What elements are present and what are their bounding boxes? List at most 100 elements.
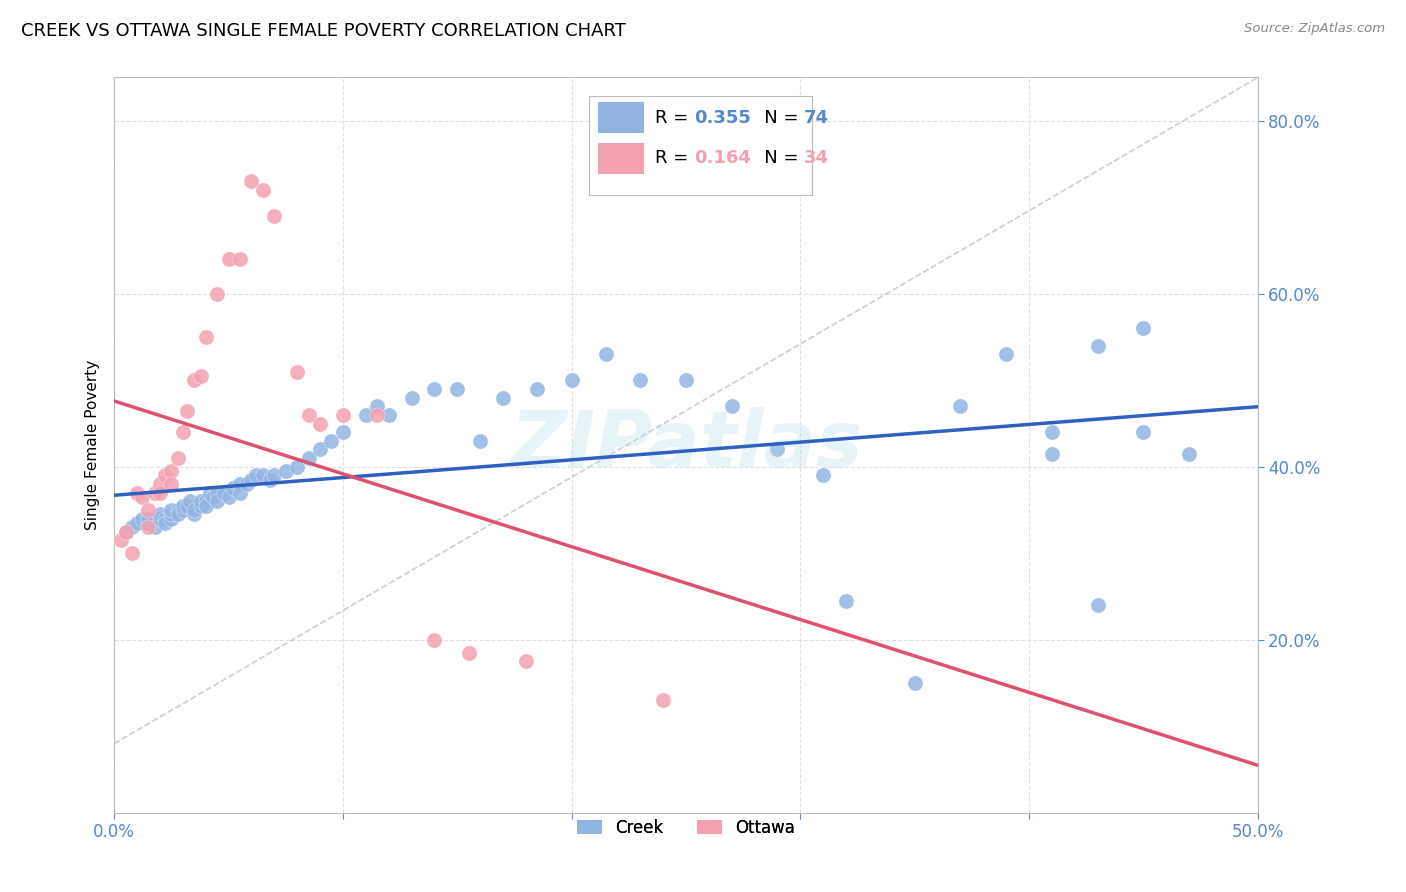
Point — [205, 286, 228, 301]
Text: ZIPatlas: ZIPatlas — [510, 407, 862, 483]
Point — [172, 425, 194, 440]
Point — [194, 494, 217, 508]
Point — [423, 632, 446, 647]
Point — [457, 646, 479, 660]
Point — [176, 499, 198, 513]
Point — [1132, 425, 1154, 440]
Point — [468, 434, 491, 448]
Point — [149, 508, 172, 522]
Point — [190, 494, 212, 508]
Point — [114, 524, 136, 539]
Text: 34: 34 — [804, 149, 828, 168]
Point — [205, 485, 228, 500]
Point — [492, 391, 515, 405]
Point — [1087, 599, 1109, 613]
FancyBboxPatch shape — [589, 95, 811, 195]
Point — [149, 485, 172, 500]
Point — [183, 373, 205, 387]
Point — [167, 508, 190, 522]
Point — [172, 503, 194, 517]
Point — [515, 655, 537, 669]
Point — [1178, 447, 1201, 461]
Point — [263, 468, 285, 483]
Point — [138, 503, 160, 517]
Point — [138, 520, 160, 534]
Point — [218, 490, 240, 504]
Point — [401, 391, 423, 405]
Point — [949, 399, 972, 413]
Point — [904, 676, 927, 690]
Point — [176, 403, 198, 417]
Text: Source: ZipAtlas.com: Source: ZipAtlas.com — [1244, 22, 1385, 36]
Point — [160, 503, 183, 517]
Text: CREEK VS OTTAWA SINGLE FEMALE POVERTY CORRELATION CHART: CREEK VS OTTAWA SINGLE FEMALE POVERTY CO… — [21, 22, 626, 40]
Point — [263, 209, 285, 223]
Point — [366, 408, 388, 422]
Point — [446, 382, 468, 396]
Point — [190, 499, 212, 513]
Point — [245, 468, 267, 483]
Point — [252, 183, 274, 197]
Point — [167, 451, 190, 466]
Point — [125, 516, 148, 530]
Legend: Creek, Ottawa: Creek, Ottawa — [568, 810, 803, 845]
Point — [190, 368, 212, 383]
Text: 0.355: 0.355 — [695, 109, 751, 127]
Point — [205, 494, 228, 508]
Point — [212, 485, 235, 500]
Text: R =: R = — [655, 149, 695, 168]
Point — [229, 485, 252, 500]
Point — [1087, 339, 1109, 353]
Point — [1132, 321, 1154, 335]
Point — [332, 408, 354, 422]
Point — [309, 442, 332, 457]
Point — [229, 477, 252, 491]
Point — [160, 477, 183, 491]
Point — [297, 451, 319, 466]
Point — [813, 468, 835, 483]
Point — [240, 174, 263, 188]
Point — [138, 516, 160, 530]
Point — [183, 508, 205, 522]
Point — [194, 330, 217, 344]
Point — [153, 512, 176, 526]
Point — [675, 373, 697, 387]
Point — [354, 408, 377, 422]
Point — [201, 490, 224, 504]
Point — [110, 533, 132, 548]
Point — [114, 524, 136, 539]
Point — [285, 459, 308, 474]
Text: 0.164: 0.164 — [695, 149, 751, 168]
Point — [995, 347, 1018, 361]
Point — [720, 399, 742, 413]
Text: 74: 74 — [804, 109, 828, 127]
Point — [526, 382, 548, 396]
Text: N =: N = — [747, 109, 804, 127]
Point — [274, 464, 297, 478]
Point — [183, 503, 205, 517]
Point — [285, 365, 308, 379]
Point — [332, 425, 354, 440]
Point — [167, 503, 190, 517]
Point — [131, 490, 153, 504]
Point — [143, 485, 166, 500]
Point — [121, 546, 143, 560]
Point — [1040, 425, 1063, 440]
Point — [131, 512, 153, 526]
Point — [240, 473, 263, 487]
Point — [652, 693, 675, 707]
Point — [377, 408, 399, 422]
Point — [149, 477, 172, 491]
Point — [297, 408, 319, 422]
Point — [149, 512, 172, 526]
Point — [160, 512, 183, 526]
Point — [309, 417, 332, 431]
Point — [766, 442, 789, 457]
Point — [423, 382, 446, 396]
Point — [153, 468, 176, 483]
Point — [160, 508, 183, 522]
Point — [222, 482, 245, 496]
Point — [179, 494, 201, 508]
Point — [366, 399, 388, 413]
Text: N =: N = — [747, 149, 804, 168]
